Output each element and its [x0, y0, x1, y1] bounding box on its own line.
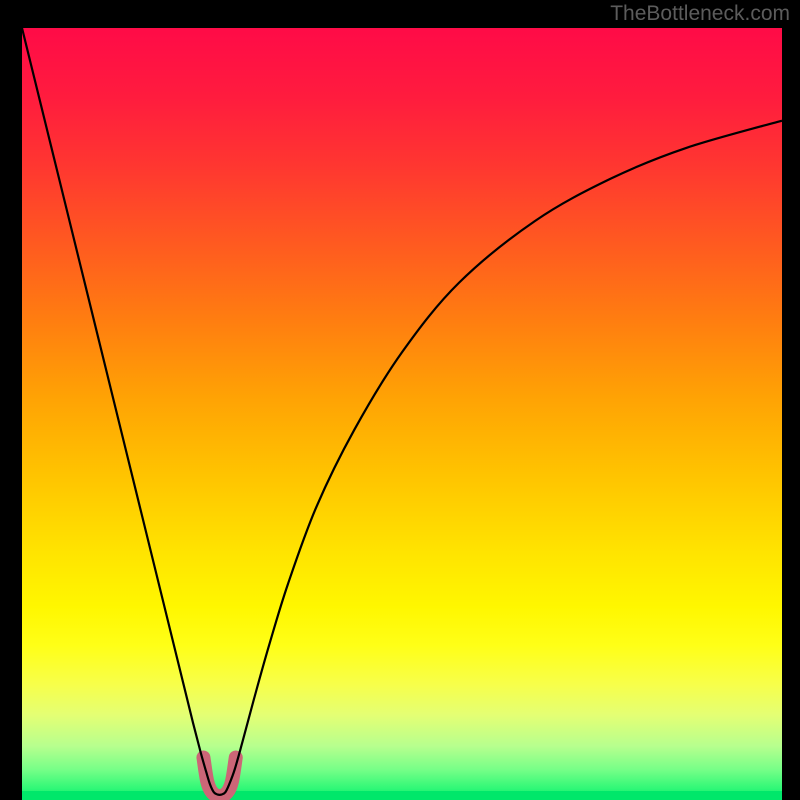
frame-right: [782, 0, 800, 800]
black-frame: [0, 0, 800, 800]
chart-stage: TheBottleneck.com: [0, 0, 800, 800]
frame-left: [0, 0, 22, 800]
watermark-text: TheBottleneck.com: [610, 2, 790, 26]
